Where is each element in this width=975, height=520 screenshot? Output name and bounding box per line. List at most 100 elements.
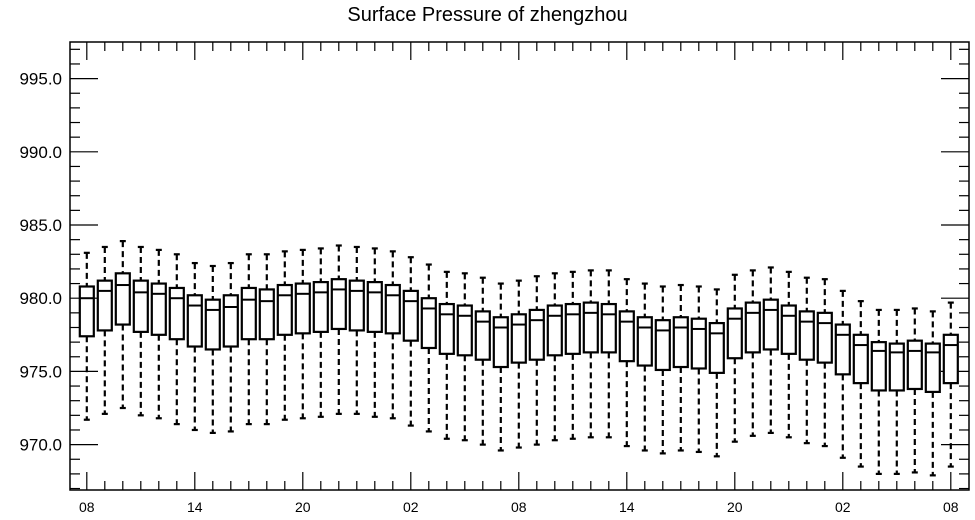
boxes-layer [78, 240, 959, 477]
box-group [924, 310, 941, 477]
box-iqr [924, 342, 941, 394]
box-group [78, 251, 95, 421]
box-iqr [204, 298, 221, 351]
box-group [474, 276, 491, 446]
box-group [582, 269, 599, 439]
box-group [168, 253, 185, 426]
box-group [330, 244, 347, 415]
box-group [132, 245, 149, 417]
box-group [420, 263, 437, 433]
box-iqr [708, 321, 725, 374]
box-iqr [294, 282, 311, 335]
x-tick-label: 08 [943, 499, 959, 515]
box-group [762, 266, 779, 435]
y-axis: 970.0 975.0 980.0 985.0 990.0 995.0 [19, 48, 969, 490]
y-tick-label: 995.0 [19, 70, 62, 89]
box-iqr [420, 297, 437, 350]
x-tick-label: 02 [403, 499, 419, 515]
box-iqr [330, 278, 347, 331]
box-iqr [798, 310, 815, 361]
box-iqr [834, 323, 851, 376]
box-group [672, 283, 689, 452]
box-group [690, 285, 707, 454]
x-tick-label: 08 [79, 499, 95, 515]
box-iqr [402, 289, 419, 342]
box-iqr [780, 304, 797, 355]
box-iqr [150, 282, 167, 336]
box-iqr [528, 308, 545, 361]
box-iqr [888, 342, 905, 392]
box-iqr [816, 311, 833, 364]
box-group [654, 285, 671, 455]
box-iqr [114, 272, 131, 326]
box-iqr [870, 341, 887, 392]
box-iqr [942, 333, 959, 385]
box-group [438, 270, 455, 440]
box-iqr [96, 279, 113, 332]
box-group [852, 300, 869, 468]
box-group [204, 264, 221, 435]
box-iqr [654, 319, 671, 372]
box-iqr [744, 301, 761, 354]
box-iqr [132, 279, 149, 333]
y-tick-label: 980.0 [19, 289, 62, 308]
box-group [348, 245, 365, 415]
box-iqr [186, 294, 203, 348]
x-tick-label: 20 [295, 499, 311, 515]
box-group [636, 282, 653, 452]
box-iqr [276, 283, 293, 336]
box-iqr [546, 304, 563, 357]
box-group [546, 272, 563, 442]
box-group [834, 289, 851, 459]
box-iqr [618, 310, 635, 363]
box-group [942, 301, 959, 468]
box-iqr [510, 313, 527, 364]
box-group [366, 247, 383, 418]
box-group [294, 248, 311, 420]
box-iqr [474, 310, 491, 361]
box-group [186, 261, 203, 432]
box-iqr [240, 286, 257, 341]
box-iqr [78, 285, 95, 338]
x-tick-label: 20 [727, 499, 743, 515]
box-group [744, 269, 761, 437]
y-tick-label: 990.0 [19, 143, 62, 162]
plot-frame [69, 41, 970, 491]
box-iqr [222, 294, 239, 348]
box-group [384, 250, 401, 420]
box-iqr [582, 301, 599, 354]
box-iqr [564, 302, 581, 355]
box-group [222, 261, 239, 433]
box-iqr [726, 307, 743, 360]
box-iqr [366, 281, 383, 333]
box-group [708, 288, 725, 458]
box-iqr [600, 302, 617, 354]
y-tick-label: 985.0 [19, 216, 62, 235]
box-iqr [492, 316, 509, 369]
box-iqr [906, 339, 923, 391]
y-tick-label: 970.0 [19, 436, 62, 455]
box-iqr [762, 298, 779, 351]
box-iqr [384, 283, 401, 335]
box-group [150, 248, 167, 420]
box-group [114, 240, 131, 410]
box-group [312, 247, 329, 418]
box-group [888, 308, 905, 475]
box-iqr [348, 279, 365, 332]
box-group [780, 270, 797, 439]
box-group [726, 273, 743, 443]
box-iqr [852, 333, 869, 385]
box-iqr [690, 317, 707, 370]
box-group [618, 278, 635, 448]
box-iqr [456, 304, 473, 357]
box-group [528, 275, 545, 446]
box-group [258, 253, 275, 426]
box-group [870, 308, 887, 475]
box-iqr [672, 316, 689, 369]
box-group [564, 270, 581, 440]
box-group [510, 279, 527, 449]
chart-title: Surface Pressure of zhengzhou [347, 4, 628, 26]
x-tick-label: 14 [619, 499, 635, 515]
box-iqr [258, 288, 275, 341]
